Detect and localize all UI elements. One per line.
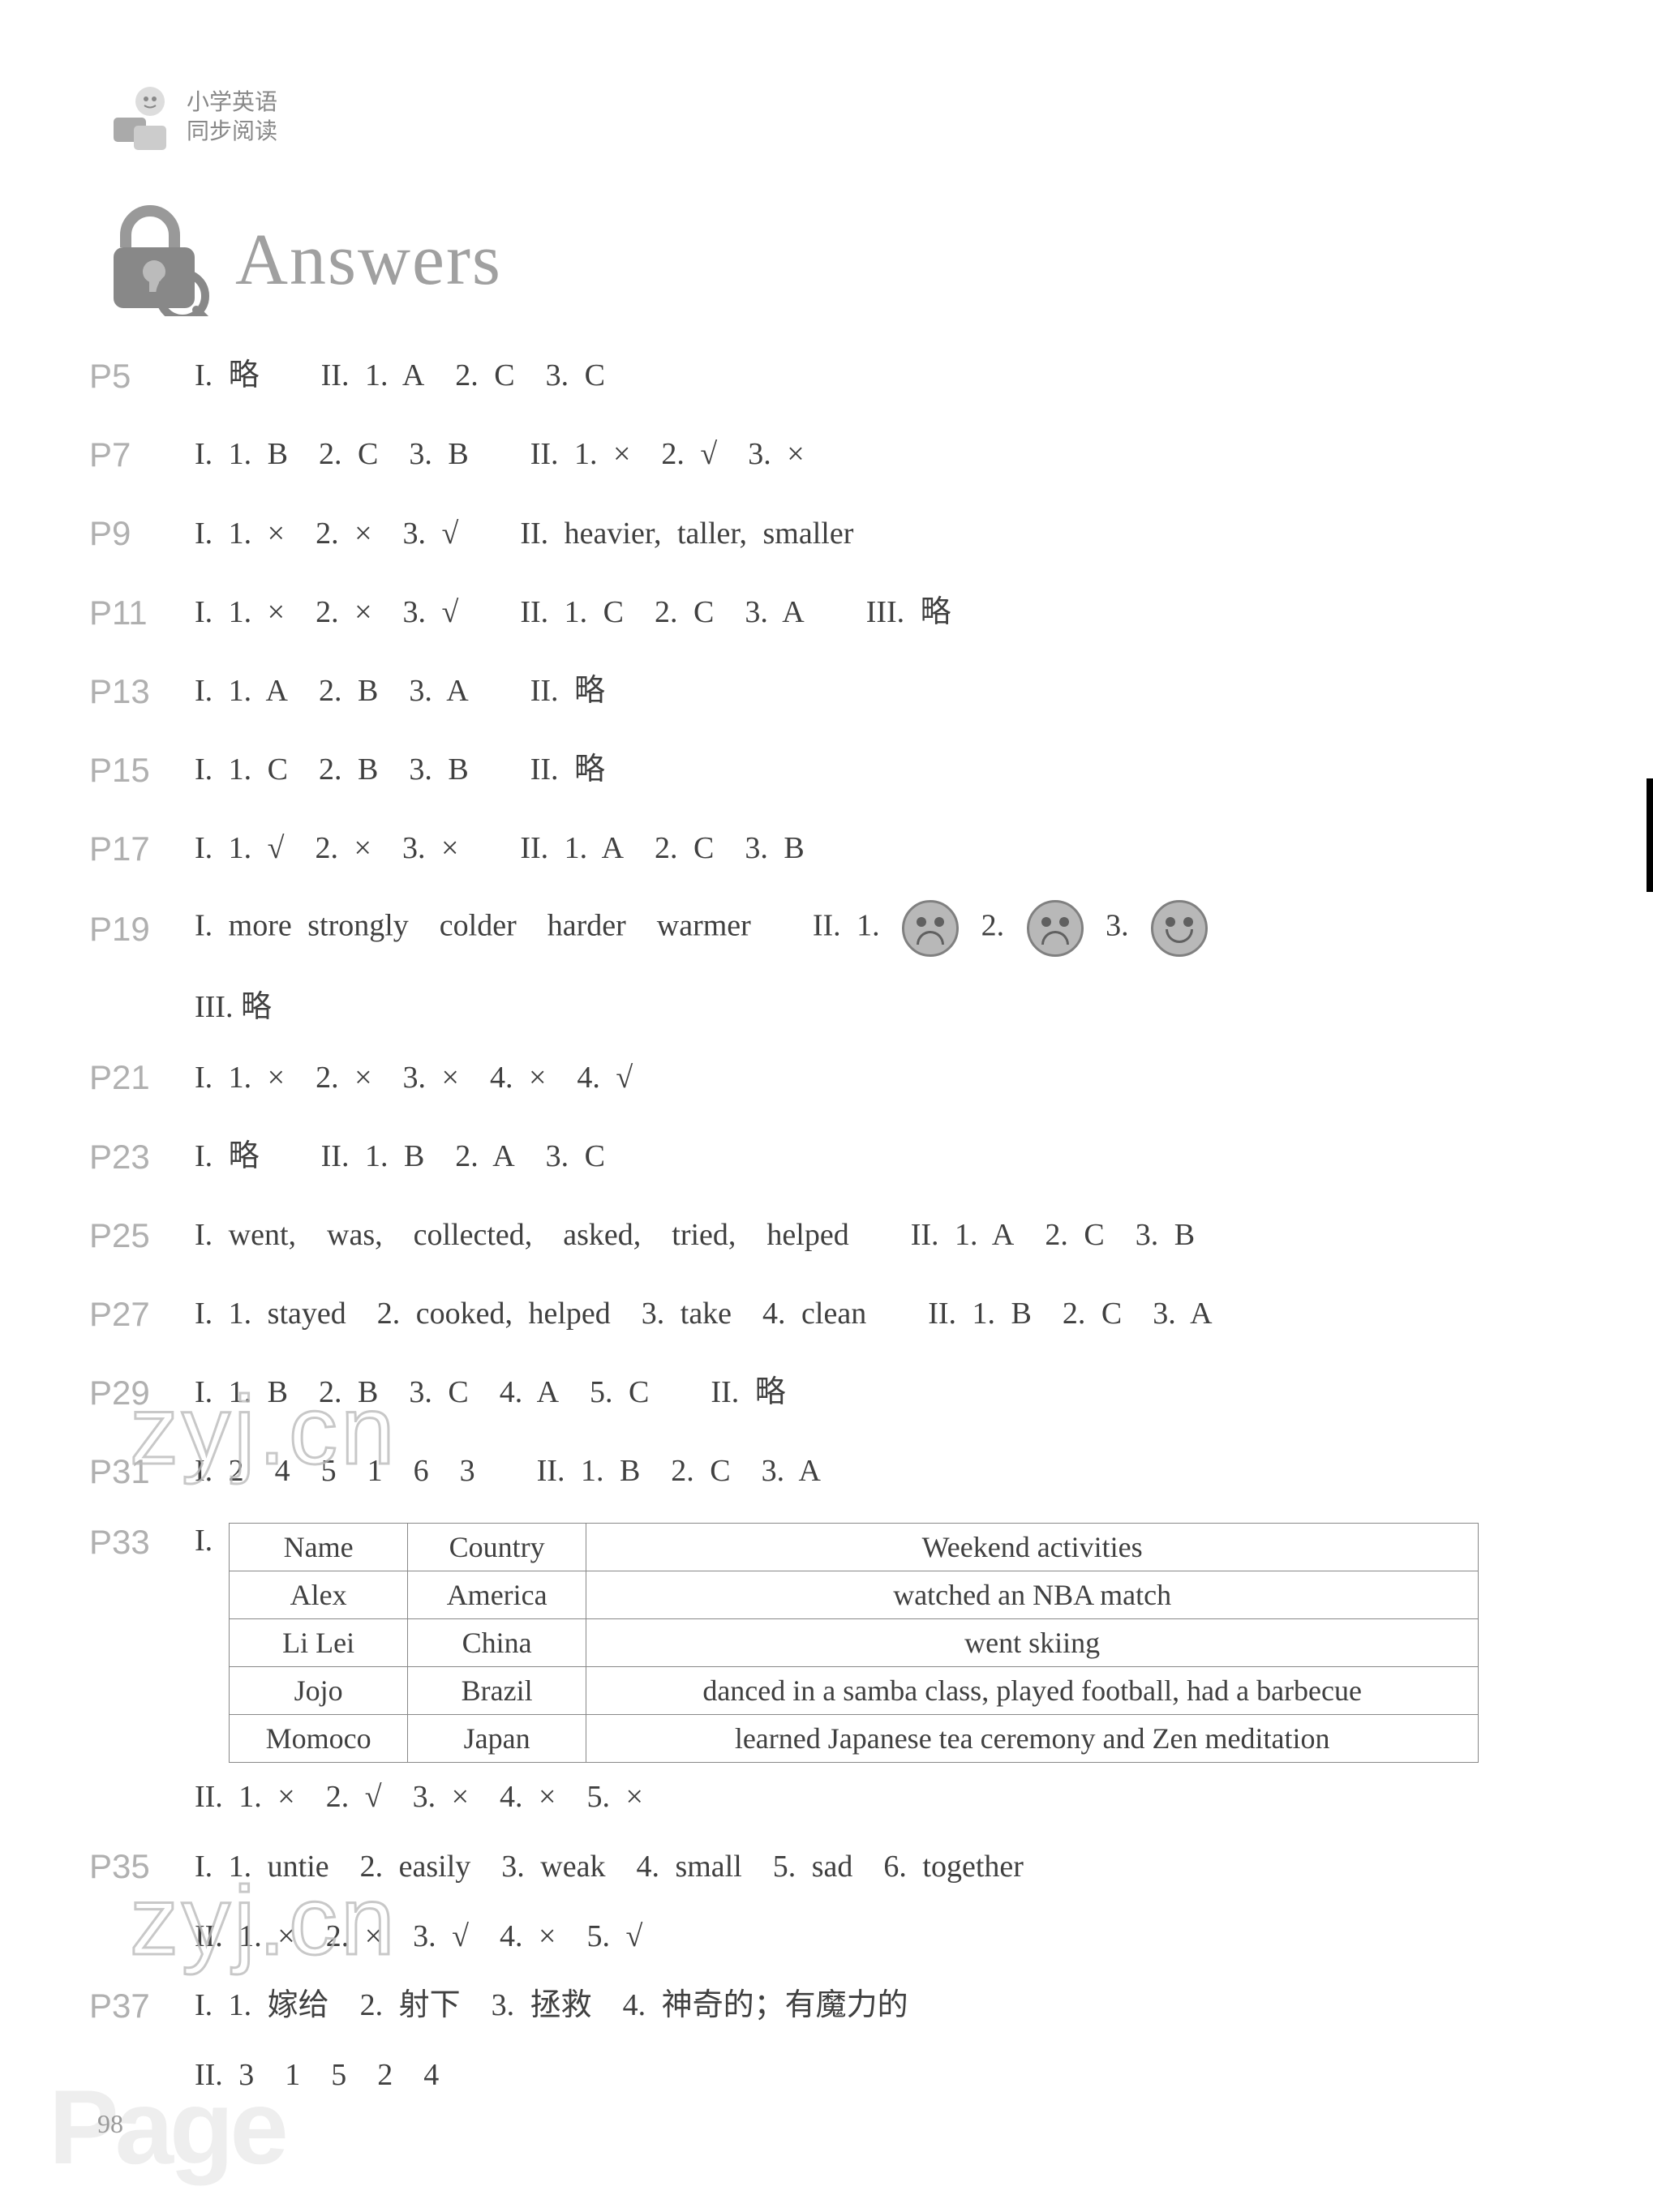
content-p7: I. 1. B 2. C 3. B II. 1. × 2. √ 3. × <box>195 430 1564 479</box>
lock-icon <box>97 203 211 316</box>
content-p37-l2: II. 3 1 5 2 4 <box>195 2057 1564 2093</box>
page-title: Answers <box>235 218 502 302</box>
content-p31: I. 2 4 5 1 6 3 II. 1. B 2. C 3. A <box>195 1447 1564 1496</box>
content-p19: I. more strongly colder harder warmer II… <box>195 900 1564 957</box>
td-name: Alex <box>230 1571 408 1619</box>
line-p13: P13 I. 1. A 2. B 3. A II. 略 <box>89 664 1564 718</box>
th-activities: Weekend activities <box>586 1524 1479 1571</box>
ref-p11: P11 <box>89 585 178 640</box>
ref-p21: P21 <box>89 1050 178 1104</box>
page-number: 98 <box>97 2109 123 2139</box>
ref-p19: P19 <box>89 902 178 956</box>
td-country: China <box>408 1619 586 1667</box>
line-p35: P35 I. 1. untie 2. easily 3. weak 4. smal… <box>89 1839 1564 1893</box>
line-p37: P37 I. 1. 嫁给 2. 射下 3. 拯救 4. 神奇的；有魔力的 <box>89 1978 1564 2033</box>
ref-p29: P29 <box>89 1365 178 1420</box>
line-p15: P15 I. 1. C 2. B 3. B II. 略 <box>89 743 1564 797</box>
page: 小学英语 同步阅读 Answers P5 I. 略 II. 1. A 2. C 3… <box>0 0 1653 2212</box>
ref-p31: P31 <box>89 1444 178 1498</box>
title-row: Answers <box>97 203 1564 316</box>
line-p27: P27 I. 1. stayed 2. cooked, helped 3. tak… <box>89 1287 1564 1341</box>
ref-p35: P35 <box>89 1839 178 1893</box>
content-p29: I. 1. B 2. B 3. C 4. A 5. C II. 略 <box>195 1368 1564 1417</box>
p19-label2: 2. <box>981 909 1005 943</box>
content-p23: I. 略 II. 1. B 2. A 3. C <box>195 1132 1564 1181</box>
content-p15: I. 1. C 2. B 3. B II. 略 <box>195 745 1564 795</box>
table-header-row: Name Country Weekend activities <box>230 1524 1479 1571</box>
td-country: America <box>408 1571 586 1619</box>
ref-p33: P33 <box>89 1523 178 1562</box>
header-icon <box>105 81 178 154</box>
td-activities: danced in a samba class, played football… <box>586 1667 1479 1715</box>
content-p21: I. 1. × 2. × 3. × 4. × 4. √ <box>195 1053 1564 1103</box>
td-name: Li Lei <box>230 1619 408 1667</box>
content-p37-l1: I. 1. 嫁给 2. 射下 3. 拯救 4. 神奇的；有魔力的 <box>195 1981 1564 2030</box>
page-bg-text: Page <box>49 2066 285 2188</box>
td-country: Japan <box>408 1715 586 1763</box>
face-happy-icon <box>1151 900 1208 957</box>
ref-p17: P17 <box>89 821 178 876</box>
side-mark <box>1647 778 1653 892</box>
td-name: Momoco <box>230 1715 408 1763</box>
face-sad-icon <box>1027 900 1084 957</box>
content-p11: I. 1. × 2. × 3. √ II. 1. C 2. C 3. A III… <box>195 588 1564 637</box>
content-p9: I. 1. × 2. × 3. √ II. heavier, taller, s… <box>195 509 1564 559</box>
ref-p5: P5 <box>89 349 178 403</box>
td-activities: learned Japanese tea ceremony and Zen me… <box>586 1715 1479 1763</box>
line-p5: P5 I. 略 II. 1. A 2. C 3. C <box>89 349 1564 403</box>
line-p19: P19 I. more strongly colder harder warme… <box>89 900 1564 1026</box>
p19-part1: I. more strongly colder harder warmer II… <box>195 909 880 943</box>
ref-p7: P7 <box>89 427 178 482</box>
p19-part2: III. 略 <box>195 981 1564 1026</box>
content-p13: I. 1. A 2. B 3. A II. 略 <box>195 667 1564 716</box>
td-activities: went skiing <box>586 1619 1479 1667</box>
content-p25: I. went, was, collected, asked, tried, h… <box>195 1211 1564 1260</box>
line-p33: P33 I. Name Country Weekend activities A… <box>89 1523 1564 1763</box>
p33-part2: II. 1. × 2. √ 3. × 4. × 5. × <box>195 1779 1564 1815</box>
content-p27: I. 1. stayed 2. cooked, helped 3. take 4… <box>195 1289 1564 1339</box>
header: 小学英语 同步阅读 <box>105 81 1564 154</box>
td-name: Jojo <box>230 1667 408 1715</box>
header-text: 小学英语 同步阅读 <box>187 88 277 148</box>
content-p35-l1: I. 1. untie 2. easily 3. weak 4. small 5… <box>195 1842 1564 1892</box>
content-p17: I. 1. √ 2. × 3. × II. 1. A 2. C 3. B <box>195 824 1564 873</box>
th-country: Country <box>408 1524 586 1571</box>
line-p7: P7 I. 1. B 2. C 3. B II. 1. × 2. √ 3. × <box>89 427 1564 482</box>
ref-p15: P15 <box>89 743 178 797</box>
line-p23: P23 I. 略 II. 1. B 2. A 3. C <box>89 1130 1564 1184</box>
line-p29: P29 I. 1. B 2. B 3. C 4. A 5. C II. 略 <box>89 1365 1564 1420</box>
table-row: Jojo Brazil danced in a samba class, pla… <box>230 1667 1479 1715</box>
content-p35-l2: II. 1. × 2. × 3. √ 4. × 5. √ <box>195 1918 1564 1954</box>
table-row: Momoco Japan learned Japanese tea ceremo… <box>230 1715 1479 1763</box>
line-p31: P31 I. 2 4 5 1 6 3 II. 1. B 2. C 3. A <box>89 1444 1564 1498</box>
table-row: Alex America watched an NBA match <box>230 1571 1479 1619</box>
table-row: Li Lei China went skiing <box>230 1619 1479 1667</box>
p19-label3: 3. <box>1106 909 1129 943</box>
face-sad-icon <box>902 900 959 957</box>
td-country: Brazil <box>408 1667 586 1715</box>
line-p21: P21 I. 1. × 2. × 3. × 4. × 4. √ <box>89 1050 1564 1104</box>
td-activities: watched an NBA match <box>586 1571 1479 1619</box>
header-line2: 同步阅读 <box>187 118 277 147</box>
ref-p9: P9 <box>89 506 178 560</box>
p33-prefix: I. <box>195 1523 213 1558</box>
ref-p27: P27 <box>89 1287 178 1341</box>
line-p11: P11 I. 1. × 2. × 3. √ II. 1. C 2. C 3. A … <box>89 585 1564 640</box>
answers-table: Name Country Weekend activities Alex Ame… <box>229 1523 1479 1763</box>
ref-p23: P23 <box>89 1130 178 1184</box>
ref-p37: P37 <box>89 1978 178 2033</box>
line-p17: P17 I. 1. √ 2. × 3. × II. 1. A 2. C 3. B <box>89 821 1564 876</box>
line-p9: P9 I. 1. × 2. × 3. √ II. heavier, taller,… <box>89 506 1564 560</box>
ref-p13: P13 <box>89 664 178 718</box>
header-line1: 小学英语 <box>187 88 277 118</box>
line-p25: P25 I. went, was, collected, asked, tried… <box>89 1208 1564 1262</box>
ref-p25: P25 <box>89 1208 178 1262</box>
th-name: Name <box>230 1524 408 1571</box>
content-p5: I. 略 II. 1. A 2. C 3. C <box>195 351 1564 401</box>
